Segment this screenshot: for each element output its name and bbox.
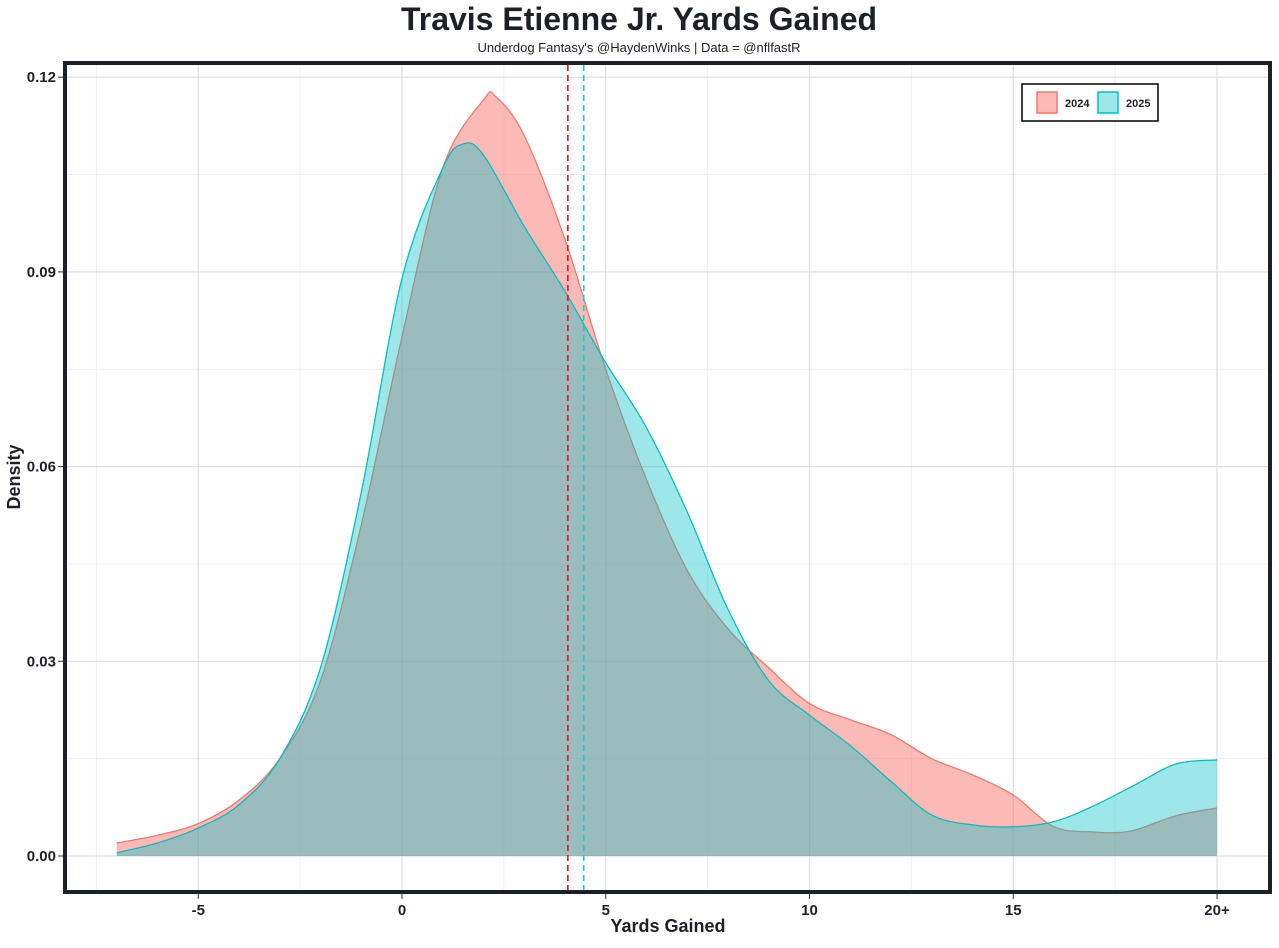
x-tick-label: 20+: [1204, 902, 1230, 919]
x-tick-label: -5: [192, 902, 205, 919]
x-tick-label: 5: [602, 902, 610, 919]
y-tick-label: 0.09: [27, 264, 56, 281]
density-areas: [116, 90, 1218, 857]
panel-border: [63, 61, 1272, 894]
x-axis: -5 0 5 10 15 20+: [192, 894, 1230, 919]
legend-label-2025: 2025: [1126, 98, 1150, 110]
density-area-2025: [116, 142, 1217, 857]
x-tick-label: 0: [398, 902, 406, 919]
y-tick-label: 0.06: [27, 459, 56, 476]
density-line-2024: [116, 90, 1218, 844]
median-lines: [567, 65, 585, 890]
y-tick-label: 0.12: [27, 69, 56, 86]
legend-swatch-2025: [1097, 91, 1119, 114]
x-axis-label: Yards Gained: [610, 916, 725, 936]
y-tick-label: 0.00: [27, 848, 56, 865]
chart-subtitle: Underdog Fantasy's @HaydenWinks | Data =…: [477, 40, 800, 55]
x-tick-label: 10: [801, 902, 818, 919]
legend: 2024 2025: [1021, 83, 1159, 122]
legend-box: [1021, 83, 1159, 122]
y-axis-label: Density: [4, 444, 24, 509]
x-tick-label: 15: [1005, 902, 1022, 919]
y-axis: 0.00 0.03 0.06 0.09 0.12: [27, 69, 63, 865]
chart-title: Travis Etienne Jr. Yards Gained: [401, 1, 877, 37]
legend-swatch-2024: [1036, 91, 1058, 114]
legend-label-2024: 2024: [1065, 98, 1090, 110]
density-line-2025: [116, 142, 1218, 854]
y-tick-label: 0.03: [27, 653, 56, 670]
density-area-2024: [116, 91, 1217, 856]
